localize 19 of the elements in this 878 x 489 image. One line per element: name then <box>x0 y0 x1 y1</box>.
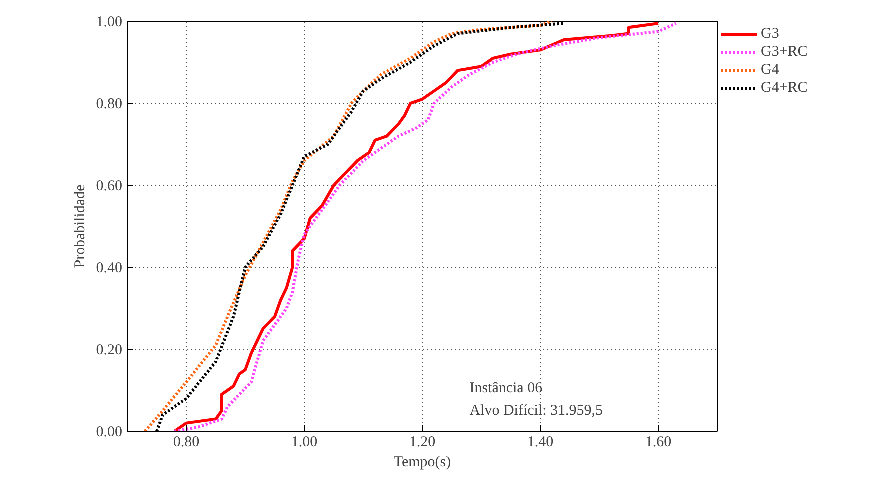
annotation: Alvo Difícil: 31.959,5 <box>470 403 604 420</box>
legend-label: G3+RC <box>761 43 808 61</box>
x-tick-label: 1.60 <box>645 434 672 450</box>
y-axis-title: Probabilidade <box>72 184 88 268</box>
y-tick-label: 0.40 <box>96 260 122 276</box>
x-tick-label: 1.00 <box>291 434 318 450</box>
legend-label: G4+RC <box>761 79 808 97</box>
x-tick-label: 0.80 <box>173 434 200 450</box>
x-tick-label: 1.40 <box>527 434 554 450</box>
annotation: Instância 06 <box>470 380 544 397</box>
y-tick-label: 0.00 <box>96 424 122 440</box>
x-tick-label: 1.20 <box>409 434 436 450</box>
legend-label: G4 <box>761 61 780 79</box>
y-tick-label: 0.20 <box>96 342 122 358</box>
y-tick-label: 1.00 <box>96 14 122 30</box>
y-tick-label: 0.60 <box>96 178 122 194</box>
legend-label: G3 <box>761 25 780 43</box>
y-tick-label: 0.80 <box>96 96 122 112</box>
x-axis-title: Tempo(s) <box>394 454 452 470</box>
